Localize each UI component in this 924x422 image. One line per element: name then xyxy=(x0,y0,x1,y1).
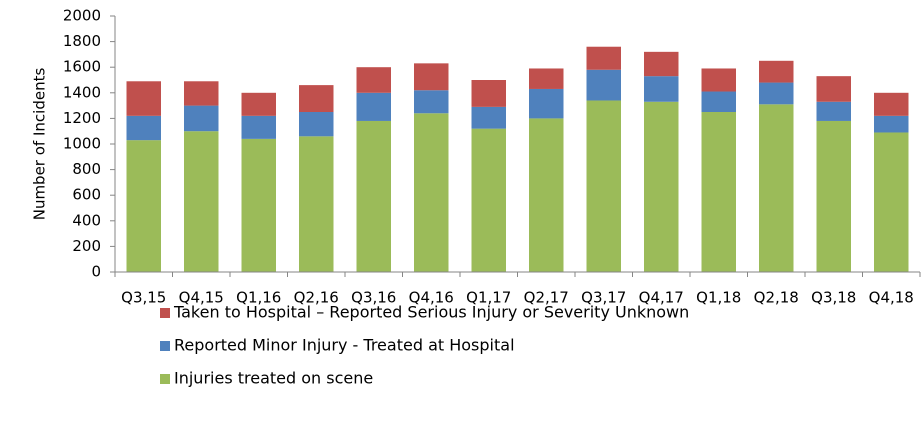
bar-segment xyxy=(701,112,736,272)
legend-label: Taken to Hospital – Reported Serious Inj… xyxy=(173,303,689,322)
bar-segment xyxy=(816,120,851,273)
bar-segment xyxy=(759,60,794,83)
bar-segment xyxy=(874,92,909,116)
x-tick-label: Q1,17 xyxy=(466,289,511,307)
y-tick-label: 1800 xyxy=(63,32,101,50)
x-tick-label: Q4,16 xyxy=(409,289,454,307)
x-tick-label: Q3,15 xyxy=(121,289,166,307)
legend: Injuries treated on scene Reported Minor … xyxy=(160,303,689,388)
y-tick-label: 800 xyxy=(72,160,101,178)
bar-segment xyxy=(471,80,506,107)
bar-segment xyxy=(586,69,621,101)
bar-segment xyxy=(184,131,219,272)
bar-segment xyxy=(241,138,276,272)
bar-segment xyxy=(356,67,391,93)
x-tick-label: Q3,18 xyxy=(811,289,856,307)
y-tick-label: 1000 xyxy=(63,135,101,153)
y-tick-label: 600 xyxy=(72,186,101,204)
y-tick-label: 400 xyxy=(72,211,101,229)
x-tick-label: Q1,18 xyxy=(696,289,741,307)
legend-label: Reported Minor Injury - Treated at Hospi… xyxy=(174,336,515,355)
y-tick-label: 200 xyxy=(72,237,101,255)
x-tick-label: Q3,17 xyxy=(581,289,626,307)
bar-segment xyxy=(299,136,334,272)
y-tick-label: 1600 xyxy=(63,58,101,76)
bar-segment xyxy=(529,68,564,89)
bar-segment xyxy=(471,128,506,272)
x-tick-label: Q3,16 xyxy=(351,289,396,307)
bar-segment xyxy=(644,51,679,77)
bar-segment xyxy=(126,81,161,116)
bar-segment xyxy=(299,112,334,137)
bar-segment xyxy=(299,85,334,112)
bar-segment xyxy=(586,100,621,272)
x-tick-label: Q2,17 xyxy=(524,289,569,307)
bar-segment xyxy=(414,63,449,91)
bar-segment xyxy=(586,46,621,70)
bar-segment xyxy=(529,88,564,119)
bar-segment xyxy=(816,76,851,102)
x-tick-label: Q4,18 xyxy=(869,289,914,307)
bar-segment xyxy=(126,115,161,141)
legend-label: Injuries treated on scene xyxy=(174,369,373,388)
y-tick-label: 2000 xyxy=(63,7,101,25)
bar-segment xyxy=(126,140,161,272)
x-tick-label: Q2,16 xyxy=(294,289,339,307)
x-tick-label: Q4,17 xyxy=(639,289,684,307)
bar-segment xyxy=(701,91,736,112)
bar-segment xyxy=(644,76,679,102)
legend-swatch xyxy=(160,341,170,351)
bar-segment xyxy=(414,113,449,272)
bar-segment xyxy=(874,132,909,272)
bar-segment xyxy=(644,101,679,272)
bar-segment xyxy=(759,104,794,272)
legend-swatch xyxy=(160,308,170,318)
bar-segment xyxy=(184,105,219,132)
bar-segment xyxy=(356,92,391,121)
bar-segment xyxy=(184,81,219,106)
bar-segment xyxy=(816,101,851,121)
bar-segment xyxy=(701,68,736,92)
x-tick-label: Q1,16 xyxy=(236,289,281,307)
bar-segment xyxy=(529,118,564,273)
y-tick-label: 1400 xyxy=(63,83,101,101)
x-tick-label: Q2,18 xyxy=(754,289,799,307)
y-tick-label: 0 xyxy=(91,263,101,281)
legend-swatch xyxy=(160,374,170,384)
y-axis-label: Number of Incidents xyxy=(31,68,49,221)
bar-segment xyxy=(241,92,276,116)
bar-segment xyxy=(471,106,506,129)
y-tick-label: 1200 xyxy=(63,109,101,127)
bar-segment xyxy=(356,120,391,273)
x-tick-label: Q4,15 xyxy=(179,289,224,307)
bar-segment xyxy=(874,115,909,133)
bar-segment xyxy=(241,115,276,139)
bar-segment xyxy=(759,82,794,105)
bar-segment xyxy=(414,90,449,114)
